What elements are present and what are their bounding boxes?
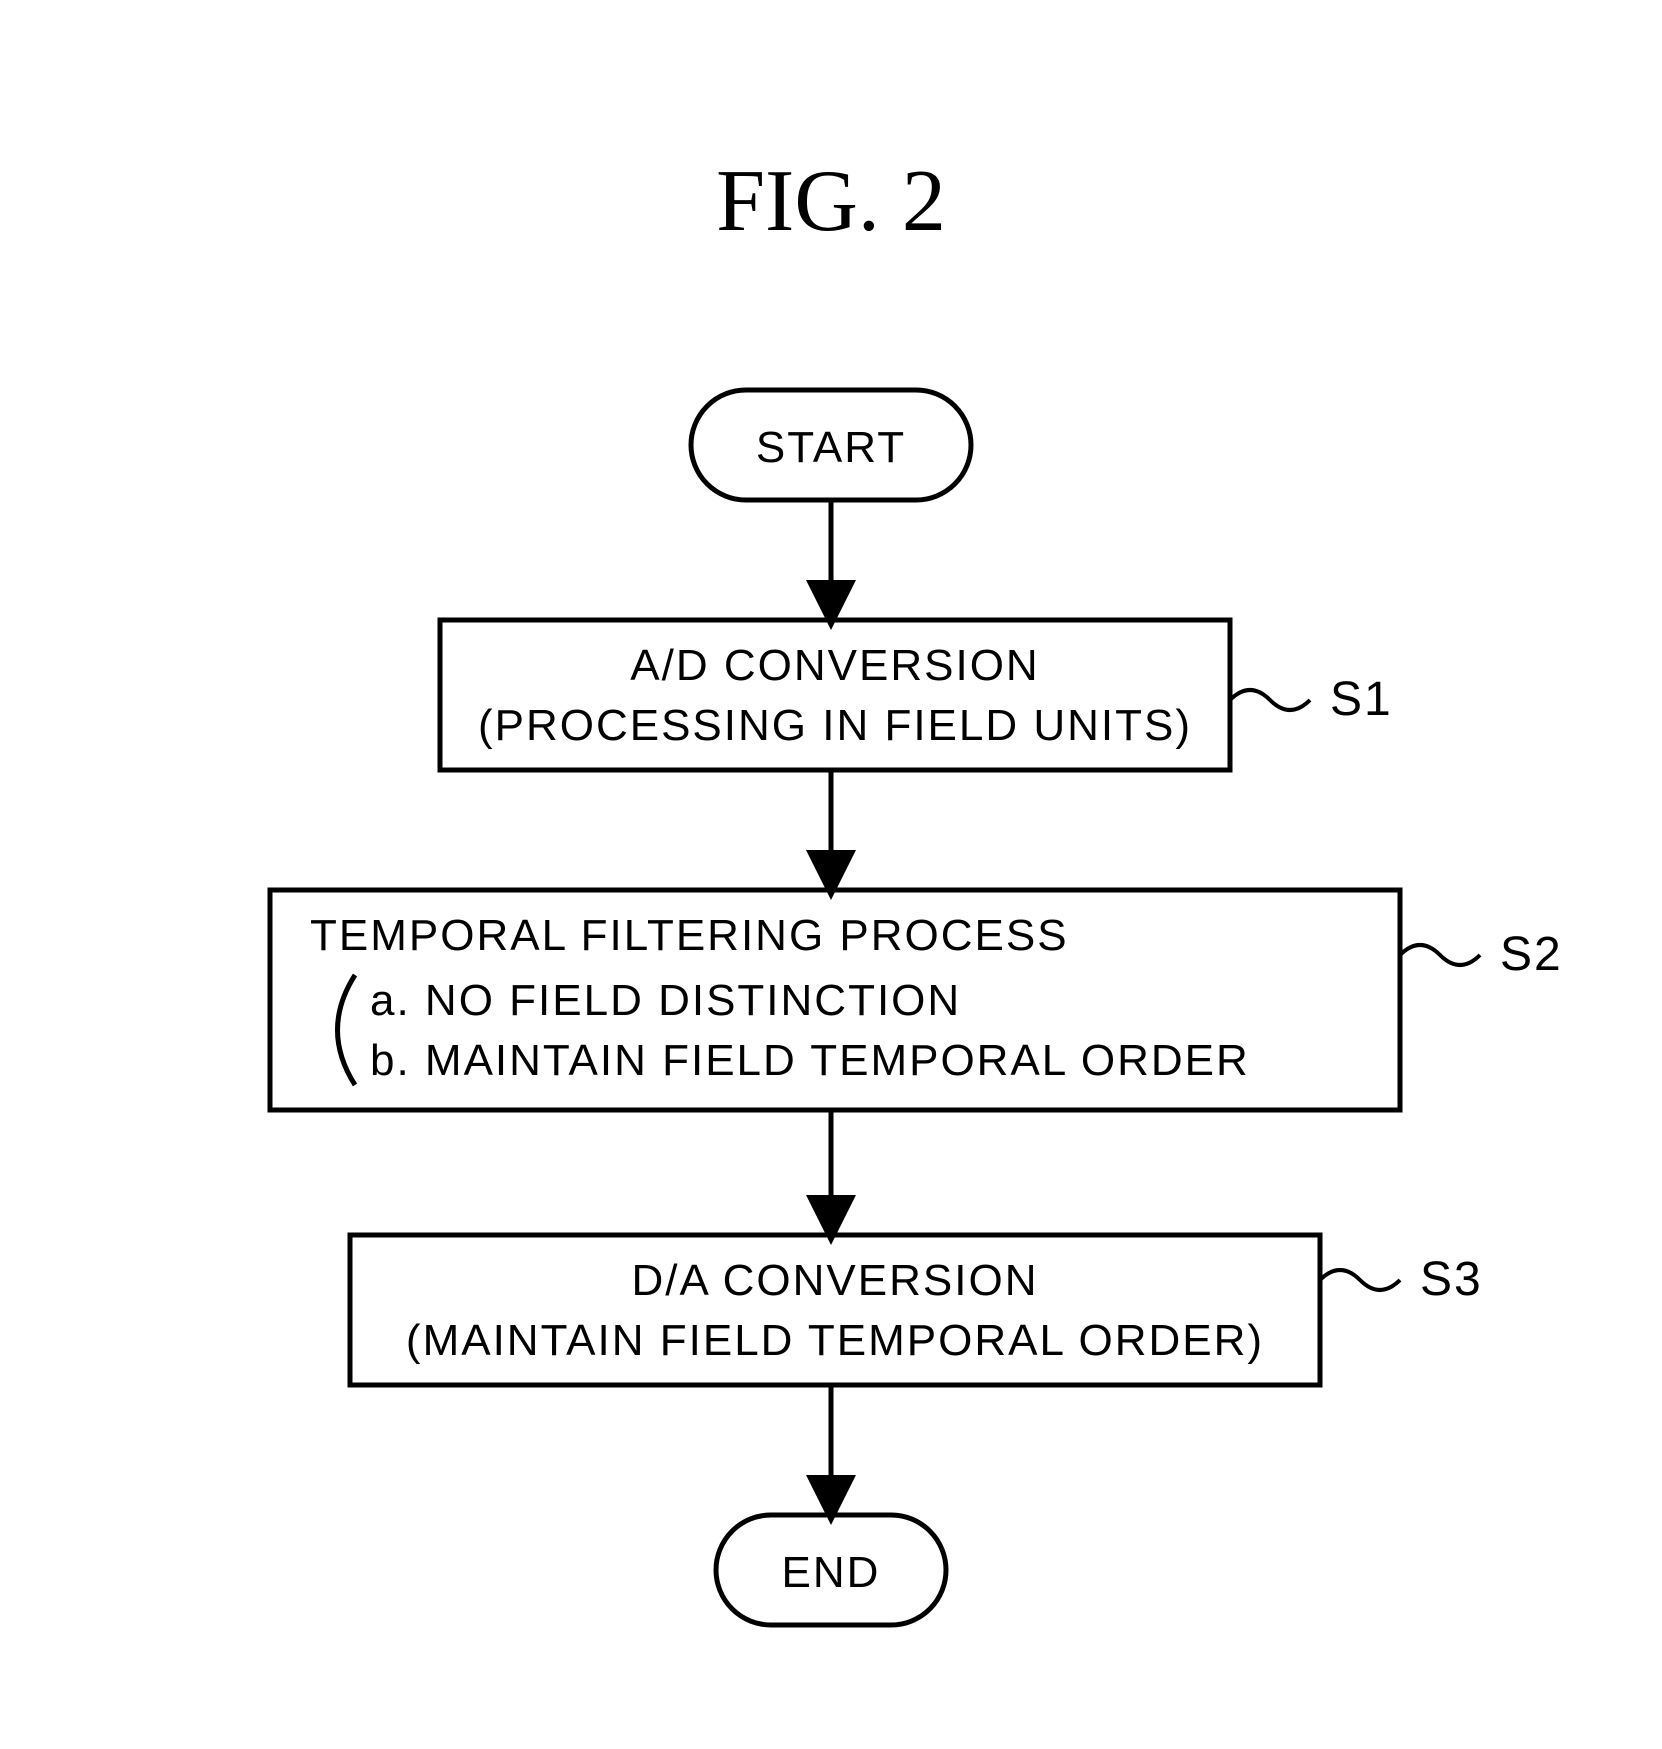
node-start: START (691, 390, 971, 500)
s3-line1: D/A CONVERSION (632, 1256, 1039, 1305)
node-s2: TEMPORAL FILTERING PROCESS a. NO FIELD D… (270, 890, 1400, 1110)
s3-line2: (MAINTAIN FIELD TEMPORAL ORDER) (406, 1316, 1264, 1365)
figure-title: FIG. 2 (716, 153, 946, 250)
s2-connector (1400, 945, 1480, 965)
s1-label: S1 (1330, 673, 1393, 726)
start-label: START (756, 423, 906, 472)
s2-label: S2 (1500, 928, 1563, 981)
node-end: END (716, 1515, 946, 1625)
s2-line1: TEMPORAL FILTERING PROCESS (310, 911, 1069, 960)
node-s3: D/A CONVERSION (MAINTAIN FIELD TEMPORAL … (350, 1235, 1320, 1385)
s2-paren (338, 975, 356, 1085)
s1-line2: (PROCESSING IN FIELD UNITS) (478, 701, 1192, 750)
s1-line1: A/D CONVERSION (630, 641, 1039, 690)
s1-connector (1230, 690, 1310, 710)
s3-label: S3 (1420, 1253, 1483, 1306)
s2-line2a: a. NO FIELD DISTINCTION (370, 976, 961, 1025)
end-label: END (782, 1548, 881, 1597)
s2-line2b: b. MAINTAIN FIELD TEMPORAL ORDER (370, 1036, 1250, 1085)
s3-connector (1320, 1270, 1400, 1290)
node-s1: A/D CONVERSION (PROCESSING IN FIELD UNIT… (440, 620, 1230, 770)
